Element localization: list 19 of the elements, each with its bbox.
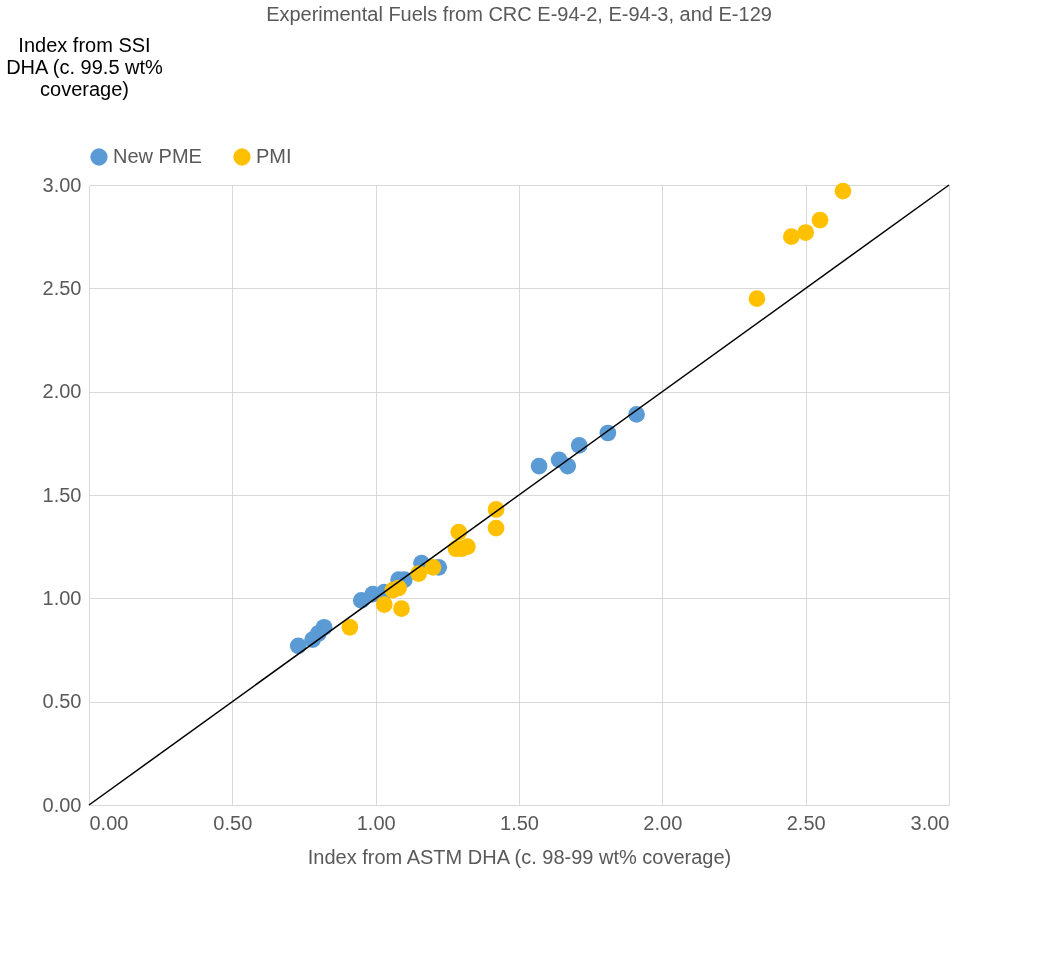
y-tick-label: 2.50 [42,276,82,299]
legend-label: New PME [113,145,202,167]
x-tick-label: 0.50 [213,811,253,834]
y-tick-label: 0.50 [42,690,82,713]
legend-label: PMI [256,145,292,167]
chart-title: Experimental Fuels from CRC E-94-2, E-94-3, and E-129 [266,3,772,25]
x-axis-title: Index from ASTM DHA (c. 98-99 wt% coverage) [307,845,732,868]
y-axis-title: Index from SSI DHA (c. 99.5 wt% coverage) [6,33,164,100]
y-tick-label: 1.00 [42,586,82,609]
x-tick-label: 0.00 [89,811,129,834]
y-tick-label: 3.00 [42,173,82,196]
x-tick-label: 1.00 [356,811,396,834]
x-tick-label: 1.50 [500,811,539,834]
y-tick-label: 0.00 [42,793,82,816]
y-tick-label: 2.00 [42,380,82,403]
x-tick-label: 2.50 [786,811,826,834]
x-tick-label: 3.00 [910,811,950,834]
y-tick-label: 1.50 [42,483,82,506]
x-tick-label: 2.00 [643,811,683,834]
